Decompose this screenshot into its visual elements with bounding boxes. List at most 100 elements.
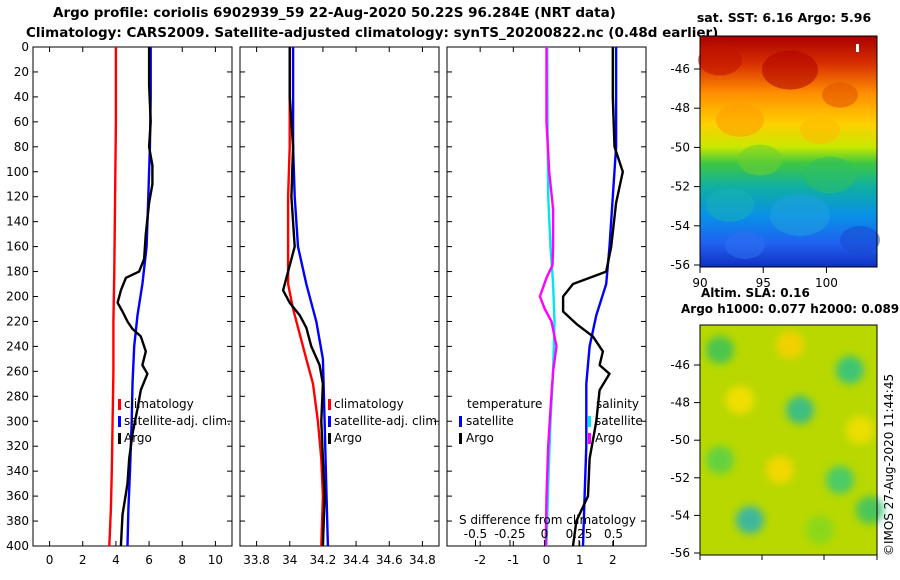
legend-group-title: temperature	[467, 397, 542, 411]
x-tick-label: 1	[576, 553, 584, 567]
y-tick-label: 340	[6, 464, 29, 478]
legend-swatch	[118, 399, 121, 410]
sla-texture	[806, 516, 834, 544]
legend-label: Argo	[466, 431, 494, 445]
x-tick-label: 8	[178, 553, 186, 567]
legend-swatch	[459, 416, 462, 427]
sla-texture	[836, 356, 864, 384]
x-tick-label: 34	[282, 553, 297, 567]
difference-panel: -2 -1 0 1 2 temperature satellite Argo salinity s…	[446, 46, 647, 567]
x-tick-label: 2	[609, 553, 617, 567]
series-line	[281, 47, 326, 547]
y-tick-label: 300	[6, 414, 29, 428]
legend-label: satellite	[466, 414, 514, 428]
legend-label: satellite-adj. clim.	[334, 414, 441, 428]
y-tick-label: 0	[21, 40, 29, 54]
y-tick-label: -52	[670, 471, 690, 485]
sst-texture	[706, 188, 754, 222]
sla-map-title: Altim. SLA: 0.16	[701, 286, 810, 300]
credit-text: ©IMOS 27-Aug-2020 11:44:45	[882, 374, 896, 556]
sst-texture	[762, 50, 818, 90]
temperature-panel: 0204060801001201401601802002202402602803…	[6, 40, 233, 567]
chart-title-line1: Argo profile: coriolis 6902939_59 22-Aug…	[53, 5, 616, 21]
y-tick-label: 380	[6, 514, 29, 528]
y-tick-label: -48	[670, 101, 690, 115]
y-tick-label: 60	[14, 115, 29, 129]
x-tick-label: 0	[543, 553, 551, 567]
x-tick-label: 10	[208, 553, 223, 567]
y-tick-label: -52	[670, 180, 690, 194]
y-tick-label: 260	[6, 364, 29, 378]
y-tick-label: -46	[670, 62, 690, 76]
y-tick-label: 120	[6, 190, 29, 204]
sst-texture	[716, 103, 764, 137]
y-tick-label: 40	[14, 90, 29, 104]
y-tick-label: 140	[6, 215, 29, 229]
y-tick-label: -50	[670, 433, 690, 447]
y-tick-label: 320	[6, 439, 29, 453]
y-tick-label: 360	[6, 489, 29, 503]
series-line	[581, 47, 618, 547]
x-tick-label: 95	[756, 276, 771, 290]
sst-texture	[725, 231, 765, 259]
y-tick-label: -56	[670, 258, 690, 272]
sst-map	[698, 35, 880, 268]
sla-map-subtitle: Argo h1000: 0.077 h2000: 0.089	[681, 302, 899, 316]
sst-texture	[800, 116, 840, 144]
sst-texture	[770, 194, 830, 236]
legend-label: climatology	[334, 397, 404, 411]
salinity-frame	[239, 46, 440, 547]
y-tick-label: 180	[6, 265, 29, 279]
sst-texture	[840, 226, 880, 254]
y-tick-label: -48	[670, 396, 690, 410]
sst-map-title: sat. SST: 6.16 Argo: 5.96	[697, 10, 872, 25]
x-tick-label: 6	[145, 553, 153, 567]
sla-map	[699, 324, 884, 556]
series-line	[538, 47, 558, 547]
x-tick-label: 34.8	[409, 553, 436, 567]
x-tick-label: 4	[112, 553, 120, 567]
temperature-frame	[32, 46, 233, 547]
sla-texture	[726, 386, 754, 414]
sla-texture	[846, 416, 874, 444]
sst-texture	[738, 144, 782, 176]
x-tick-label: 0	[46, 553, 54, 567]
y-tick-label: -54	[670, 508, 690, 522]
x-tick-label: 100	[815, 276, 838, 290]
argo-position-marker	[856, 44, 859, 52]
legend-swatch	[588, 433, 591, 444]
legend-swatch	[118, 416, 121, 427]
sla-texture	[736, 506, 764, 534]
sst-texture	[804, 156, 856, 194]
y-tick-label: 100	[6, 165, 29, 179]
legend-label: climatology	[124, 397, 194, 411]
legend-label: Argo	[124, 431, 152, 445]
legend-swatch	[328, 433, 331, 444]
y-tick-label: -54	[670, 219, 690, 233]
legend-label: satellite-adj. clim.	[124, 414, 231, 428]
legend-swatch	[328, 416, 331, 427]
legend-group-title: salinity	[596, 397, 639, 411]
y-tick-label: 80	[14, 140, 29, 154]
sst-texture	[698, 44, 742, 76]
annotation: S difference from climatology	[459, 513, 636, 527]
x-tick-label: 34.4	[343, 553, 370, 567]
y-tick-label: 220	[6, 314, 29, 328]
chart-title-line2: Climatology: CARS2009. Satellite-adjuste…	[26, 25, 719, 41]
x-tick-label: 34.2	[310, 553, 337, 567]
sst-texture	[822, 82, 858, 108]
legend-label: Argo	[595, 431, 623, 445]
sst-map-frame	[699, 35, 878, 268]
x-tick-label: 33.8	[243, 553, 270, 567]
sla-texture	[856, 496, 884, 524]
legend-label: Argo	[334, 431, 362, 445]
series-line	[116, 47, 154, 547]
salinity-panel: 33.8 34 34.2 34.4 34.6 34.8 climatology satelli…	[239, 46, 441, 567]
x-tick-label: -1	[507, 553, 519, 567]
legend-swatch	[328, 399, 331, 410]
sla-texture	[776, 331, 804, 359]
x-tick-label: 2	[79, 553, 87, 567]
y-tick-label: 160	[6, 240, 29, 254]
y-tick-label: -50	[670, 140, 690, 154]
